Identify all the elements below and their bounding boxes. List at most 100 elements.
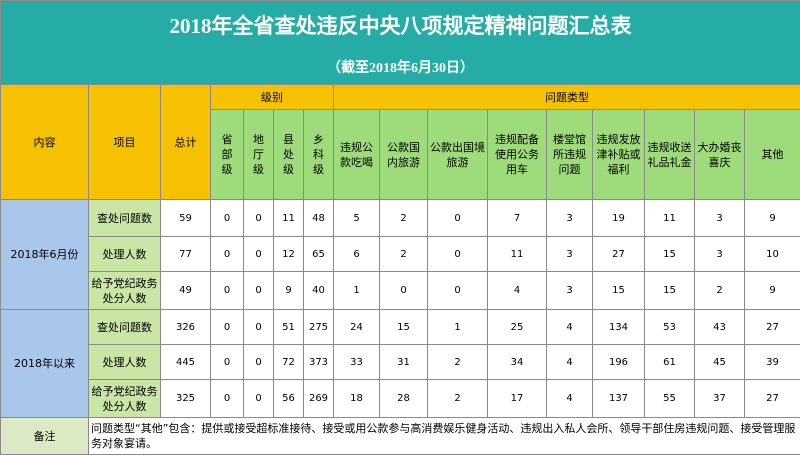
type-header: 楼堂馆所违规问题 — [546, 109, 593, 200]
type-header: 公款出国境旅游 — [427, 109, 488, 200]
value-cell: 24 — [333, 309, 380, 345]
value-cell: 72 — [273, 344, 304, 380]
value-cell: 325 — [160, 379, 211, 418]
value-cell: 0 — [210, 236, 244, 272]
value-cell: 4 — [487, 271, 547, 310]
value-cell: 0 — [210, 379, 244, 418]
value-cell: 65 — [303, 236, 334, 272]
value-cell: 27 — [744, 309, 800, 345]
value-cell: 326 — [160, 309, 211, 345]
value-cell: 0 — [210, 309, 244, 345]
value-cell: 1 — [427, 309, 488, 345]
value-cell: 31 — [379, 344, 428, 380]
value-cell: 2 — [427, 344, 488, 380]
value-cell: 3 — [546, 236, 593, 272]
value-cell: 9 — [744, 199, 800, 237]
value-cell: 4 — [546, 379, 593, 418]
value-cell: 0 — [243, 236, 274, 272]
header-cell: 项目 — [88, 84, 161, 200]
table-row: 给予党纪政务处分人数 49 0 0 9 40 1 0 0 4 3 15 15 2 9 — [1, 271, 800, 310]
table-row: 2018年全省查处违反中央八项规定精神问题汇总表 — [0, 0, 800, 52]
value-cell: 33 — [333, 344, 380, 380]
value-cell: 27 — [744, 379, 800, 418]
subtitle: （截至2018年6月30日） — [0, 52, 800, 85]
value-cell: 373 — [303, 344, 334, 380]
value-cell: 39 — [744, 344, 800, 380]
value-cell: 3 — [546, 271, 593, 310]
value-cell: 19 — [592, 199, 645, 237]
value-cell: 61 — [644, 344, 695, 380]
header-cell: 级别 — [210, 84, 334, 110]
item-label: 查处问题数 — [88, 309, 161, 345]
table-row: 省部级 地厅级 县处级 乡科级 违规公款吃喝 公款国内旅游 公款出国境旅游 违规配备使用公务用… — [1, 109, 800, 200]
value-cell: 49 — [160, 271, 211, 310]
table-row: 内容 项目 总计 级别 问题类型 — [0, 84, 800, 200]
value-cell: 2 — [427, 379, 488, 418]
value-cell: 275 — [303, 309, 334, 345]
value-cell: 0 — [210, 271, 244, 310]
value-cell: 40 — [303, 271, 334, 310]
type-header: 违规收送礼品礼金 — [644, 109, 695, 200]
value-cell: 15 — [592, 271, 645, 310]
value-cell: 1 — [333, 271, 380, 310]
value-cell: 77 — [160, 236, 211, 272]
group-label: 2018年以来 — [0, 309, 89, 418]
value-cell: 27 — [592, 236, 645, 272]
value-cell: 0 — [379, 271, 428, 310]
value-cell: 2 — [379, 236, 428, 272]
table-row: 2018年6月份 查处问题数 59 0 0 11 48 5 2 0 7 3 19 11 3 9 — [0, 199, 800, 310]
value-cell: 2 — [694, 271, 745, 310]
value-cell: 15 — [379, 309, 428, 345]
level-header: 县处级 — [273, 109, 304, 200]
value-cell: 3 — [694, 236, 745, 272]
value-cell: 37 — [694, 379, 745, 418]
value-cell: 11 — [644, 199, 695, 237]
level-header: 地厅级 — [243, 109, 274, 200]
value-cell: 0 — [243, 309, 274, 345]
type-header: 违规发放津补贴或福利 — [592, 109, 645, 200]
note-text: 问题类型“其他”包含：提供或接受超标准接待、接受或用公款参与高消费娱乐健身活动、… — [88, 417, 800, 455]
value-cell: 0 — [210, 344, 244, 380]
table-row: （截至2018年6月30日） — [0, 52, 800, 85]
type-header: 违规公款吃喝 — [333, 109, 380, 200]
item-label: 给予党纪政务处分人数 — [88, 379, 161, 418]
title: 2018年全省查处违反中央八项规定精神问题汇总表 — [0, 0, 800, 52]
value-cell: 59 — [160, 199, 211, 237]
value-cell: 11 — [487, 236, 547, 272]
value-cell: 28 — [379, 379, 428, 418]
value-cell: 0 — [427, 199, 488, 237]
header-cell: 总计 — [160, 84, 211, 200]
value-cell: 51 — [273, 309, 304, 345]
value-cell: 134 — [592, 309, 645, 345]
value-cell: 25 — [487, 309, 547, 345]
value-cell: 0 — [243, 379, 274, 418]
value-cell: 10 — [744, 236, 800, 272]
value-cell: 43 — [694, 309, 745, 345]
value-cell: 15 — [644, 236, 695, 272]
table-row: 给予党纪政务处分人数 325 0 0 56 269 18 28 2 17 4 137 55 37 27 — [1, 379, 800, 418]
value-cell: 53 — [644, 309, 695, 345]
item-label: 给予党纪政务处分人数 — [88, 271, 161, 310]
value-cell: 3 — [546, 199, 593, 237]
value-cell: 45 — [694, 344, 745, 380]
note-label: 备注 — [0, 417, 89, 455]
value-cell: 2 — [379, 199, 428, 237]
value-cell: 0 — [243, 199, 274, 237]
value-cell: 48 — [303, 199, 334, 237]
value-cell: 6 — [333, 236, 380, 272]
value-cell: 445 — [160, 344, 211, 380]
type-header: 违规配备使用公务用车 — [487, 109, 547, 200]
value-cell: 0 — [427, 271, 488, 310]
value-cell: 56 — [273, 379, 304, 418]
value-cell: 9 — [744, 271, 800, 310]
item-label: 查处问题数 — [88, 199, 161, 237]
value-cell: 18 — [333, 379, 380, 418]
value-cell: 5 — [333, 199, 380, 237]
value-cell: 3 — [694, 199, 745, 237]
value-cell: 12 — [273, 236, 304, 272]
value-cell: 34 — [487, 344, 547, 380]
table-row: 2018年以来 查处问题数 326 0 0 51 275 24 15 1 25 4 134 53 43 27 — [0, 309, 800, 418]
value-cell: 17 — [487, 379, 547, 418]
level-header: 省部级 — [210, 109, 244, 200]
